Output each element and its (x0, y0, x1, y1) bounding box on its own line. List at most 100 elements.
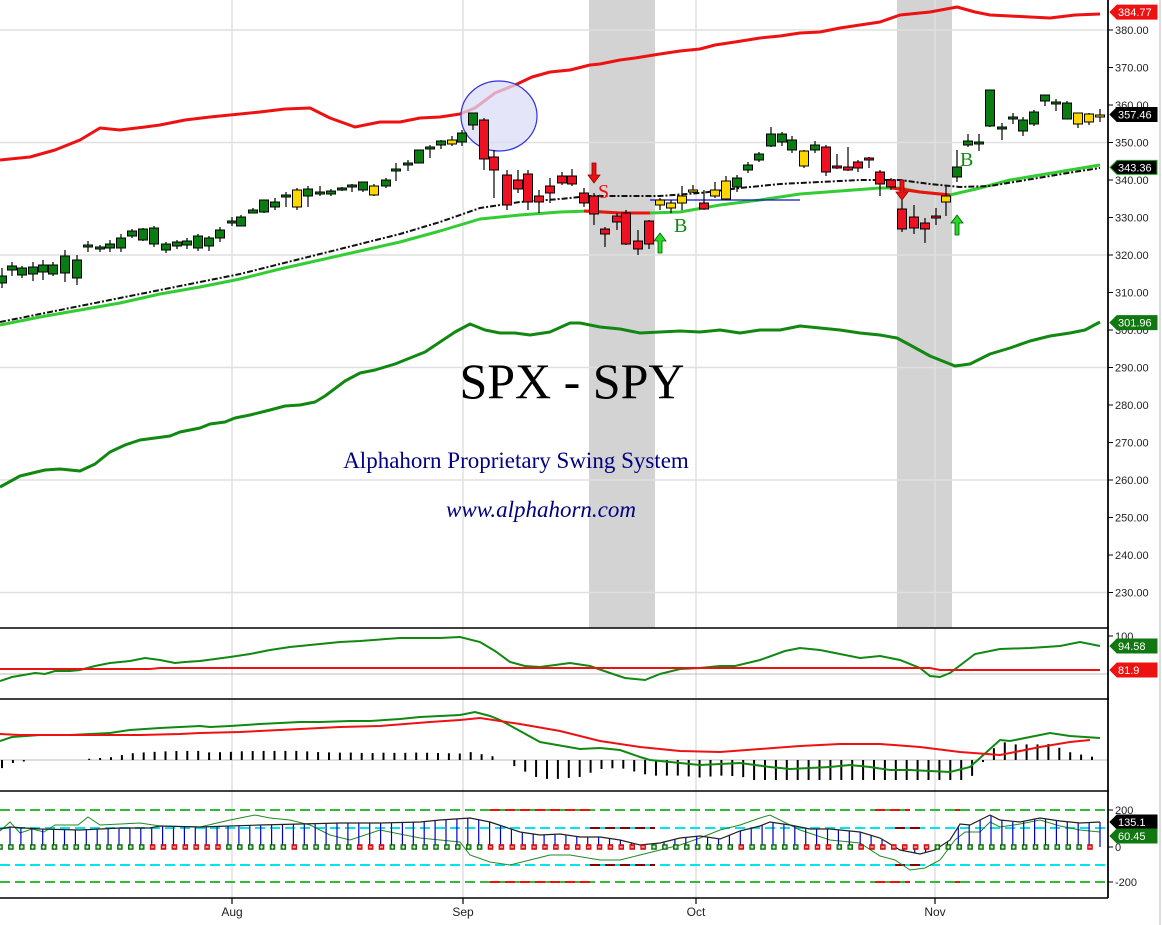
candle-body (403, 162, 413, 166)
axis-tick-label: 290.00 (1115, 363, 1149, 375)
tag-shape (1109, 662, 1158, 678)
candle (83, 241, 93, 252)
candle-body (875, 171, 885, 185)
candle (1084, 113, 1094, 125)
candle-body (236, 216, 246, 227)
candle-body (391, 168, 401, 172)
signal-level-tag: 81.9 (1109, 662, 1158, 678)
candle-body (337, 187, 347, 191)
tag-label: 357.46 (1118, 110, 1152, 122)
candle (777, 132, 787, 146)
candle (60, 250, 70, 282)
candle-body (414, 149, 424, 164)
candle-body (281, 194, 291, 198)
axis-tick-label: 320.00 (1115, 250, 1149, 262)
candle-body (60, 255, 70, 274)
candle (810, 141, 820, 153)
candle-body (369, 185, 379, 196)
candle (0, 268, 7, 288)
upper-band-tag: 384.77 (1109, 4, 1158, 20)
candle (985, 89, 995, 127)
candle (974, 134, 984, 151)
candle (799, 150, 809, 168)
candle-body (193, 235, 203, 249)
axis-tick-label: 240.00 (1115, 550, 1149, 562)
candle (369, 184, 379, 196)
candle-body (1029, 111, 1039, 125)
candle (1040, 94, 1050, 106)
candle-body (72, 259, 82, 279)
candle (236, 215, 246, 227)
axis-tick-label: 230.00 (1115, 588, 1149, 600)
candle-body (952, 166, 962, 178)
candle-body (28, 266, 38, 275)
axis-background (1109, 0, 1162, 898)
tag-shape (1109, 814, 1158, 830)
candle-body (182, 240, 192, 246)
candle (699, 190, 709, 210)
oscillator-tag: 94.58 (1109, 638, 1158, 654)
shaded-region (897, 0, 952, 628)
candle-body (777, 133, 787, 143)
website-link[interactable]: www.alphahorn.com (446, 497, 636, 522)
candle-body (766, 133, 776, 147)
candle-body (479, 119, 489, 160)
candle-body (1008, 116, 1018, 120)
buy-signal-label: B (960, 149, 973, 171)
candle (864, 157, 874, 168)
candle-body (886, 179, 896, 188)
candle-body (721, 180, 731, 200)
sell-signal-label: S (598, 181, 609, 203)
candle (743, 162, 753, 173)
candle (303, 186, 313, 207)
candle (403, 160, 413, 171)
buy-signal-label: B (674, 215, 687, 237)
candle-body (502, 174, 512, 206)
tag-shape (1109, 107, 1158, 123)
candle (843, 147, 853, 171)
time-axis: Aug Sep Oct Nov (221, 898, 946, 919)
lower-band-tag: 301.96 (1109, 315, 1158, 331)
candle-body (754, 153, 764, 161)
candle (457, 130, 467, 146)
sell-arrow-icon (587, 162, 601, 184)
candle (534, 190, 544, 213)
tag-label: 81.9 (1118, 665, 1139, 677)
candle-body (315, 191, 325, 195)
candle (920, 218, 930, 243)
candle-body (204, 237, 214, 247)
candle-body (292, 189, 302, 208)
macd-line (0, 716, 1091, 757)
candle-body (17, 267, 27, 276)
candle-body (843, 166, 853, 171)
buy-arrow-icon (950, 214, 964, 236)
gridlines (0, 0, 1108, 898)
candle (95, 245, 105, 252)
x-tick-label: Oct (687, 905, 706, 919)
candle-body (688, 189, 698, 193)
axis-tick-label: 370.00 (1115, 63, 1149, 75)
candle-body (523, 173, 533, 203)
candle-body (787, 139, 797, 151)
candle-body (743, 164, 753, 171)
axis-tick-label: 270.00 (1115, 438, 1149, 450)
candle-body (644, 220, 654, 245)
shaded-regions (589, 0, 952, 628)
chart-subtitle: Alphahorn Proprietary Swing System (343, 448, 689, 473)
candle (489, 150, 499, 198)
candle (821, 145, 831, 176)
candle (1095, 109, 1105, 122)
candle (270, 198, 280, 210)
cci-panel (0, 809, 1108, 883)
candle (875, 170, 885, 196)
axis-tick-label: 280.00 (1115, 400, 1149, 412)
tag-label: 384.77 (1118, 7, 1152, 19)
axis-tick-label: 380.00 (1115, 25, 1149, 37)
buy-arrow-icon (653, 232, 667, 254)
candle-body (1062, 102, 1072, 120)
candle-body (1018, 119, 1028, 132)
tag-shape (1109, 828, 1158, 844)
candle (281, 192, 291, 207)
candle-body (832, 165, 842, 169)
candle-body (116, 237, 126, 249)
